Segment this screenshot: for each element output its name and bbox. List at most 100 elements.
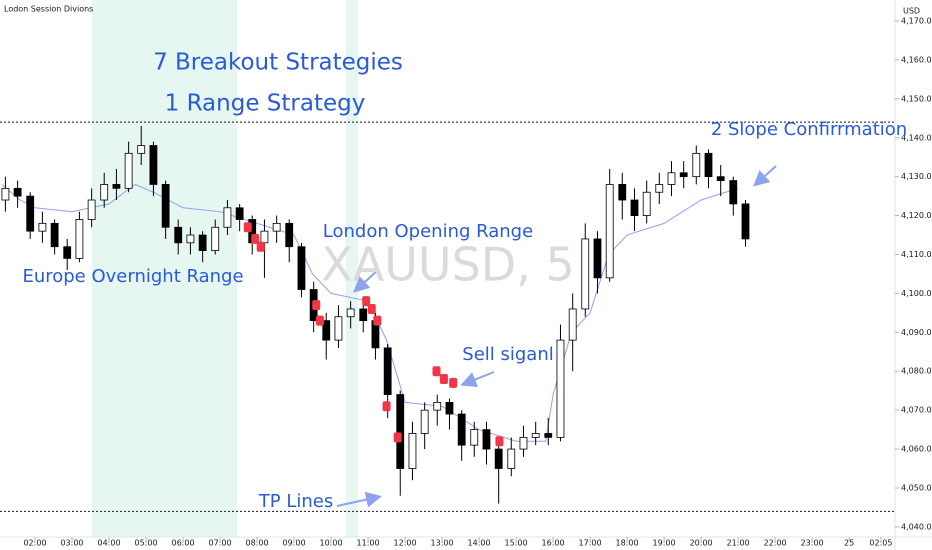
sell-signal [362,296,371,307]
candle-body [322,320,331,341]
y-tick-label: 4,130.00 [901,172,932,181]
y-tick-label: 4,060.00 [901,445,932,454]
candle-body [593,238,602,279]
arrow [336,491,382,508]
watermark: XAUUSD, 5 [321,238,574,292]
x-tick-label: 19:00 [653,539,676,548]
candle-body [544,433,553,438]
y-tick-label: 4,080.00 [901,367,932,376]
candle-body [655,184,664,193]
candle-body [149,145,158,185]
annotation: Europe Overnight Range [22,266,243,287]
candle-body [161,184,170,228]
candle-body [519,436,528,450]
candle-body [272,222,281,232]
x-tick-label: 11:00 [357,539,380,548]
currency-label: USD [903,7,920,16]
candle-body [494,448,503,469]
candle-body [507,448,516,469]
annotation: Sell siganl [462,344,553,365]
annotation: 2 Slope Confirrmation [711,119,907,140]
x-tick-label: 02:05 [869,539,892,548]
y-tick-label: 4,070.00 [901,406,932,415]
candle-body [50,222,59,248]
y-tick-label: 4,140.00 [901,133,932,142]
x-tick-label: 21:00 [727,539,750,548]
candle-body [605,184,614,279]
y-tick-label: 4,100.00 [901,289,932,298]
candle-body [396,394,405,469]
y-tick-label: 4,040.00 [901,522,932,531]
candle-body [470,429,479,446]
sell-signal [315,315,324,326]
candle-body [383,347,392,395]
candle-body [198,234,207,252]
chart-title: Lodon Session Divions [4,5,93,14]
sell-signal [251,233,260,244]
x-tick-label: 04:00 [97,539,120,548]
x-tick-label: 23:00 [801,539,824,548]
candle-body [359,308,368,322]
x-tick-label: 02:00 [23,539,46,548]
candle-body [445,401,454,415]
annotation: 7 Breakout Strategies [153,50,403,76]
x-tick-label: 14:00 [468,539,491,548]
candle-body [285,222,294,248]
sell-signal [373,315,382,326]
candle-body [87,199,96,220]
arrow [353,269,379,293]
candle-body [211,226,220,251]
candle-body [581,238,590,310]
x-tick-label: 06:00 [171,539,194,548]
y-tick-label: 4,120.00 [901,211,932,220]
x-tick-label: 16:00 [542,539,565,548]
arrows [336,165,777,508]
sell-signal [432,366,441,377]
candle-body [26,195,35,232]
sell-signal [312,300,321,311]
session-range [345,0,359,537]
candle-body [112,184,121,189]
sell-signal [449,377,458,388]
x-tick-label: 08:00 [246,539,269,548]
candle-body [186,234,195,244]
candle-body [568,308,577,341]
session-range [91,0,238,537]
candle-body [716,176,725,181]
annotation: TP Lines [258,491,333,512]
candle-body [124,152,133,189]
candle-body [741,203,750,240]
candle-body [174,226,183,244]
x-tick-label: 12:00 [394,539,417,548]
annotation: 1 Range Strategy [165,91,366,117]
arrow [753,165,777,187]
candle-body [692,152,701,178]
candle-body [346,308,355,318]
y-tick-label: 4,110.00 [901,250,932,259]
x-tick-label: 20:00 [690,539,713,548]
candle-body [531,433,540,438]
sell-signal [243,222,252,233]
x-tick-label: 09:00 [283,539,306,548]
candle-body [1,187,10,201]
x-tick-label: 10:00 [320,539,343,548]
x-tick-label: 18:00 [616,539,639,548]
candle-body [482,429,491,450]
candle-body [729,180,738,205]
candle-body [679,172,688,178]
candle-body [334,316,343,341]
candle-body [420,409,429,434]
x-tick-label: 22:00 [764,539,787,548]
y-tick-label: 4,170.00 [901,17,932,26]
y-tick-label: 4,150.00 [901,94,932,103]
candle-body [75,219,84,259]
candle-body [642,191,651,216]
y-tick-label: 4,160.00 [901,55,932,64]
candle-body [100,184,109,201]
candle-body [137,145,146,154]
sell-signal [495,436,504,447]
x-tick-label: 05:00 [134,539,157,548]
x-tick-label: 25 [844,539,854,548]
x-tick-label: 15:00 [505,539,528,548]
candle-body [618,184,627,201]
